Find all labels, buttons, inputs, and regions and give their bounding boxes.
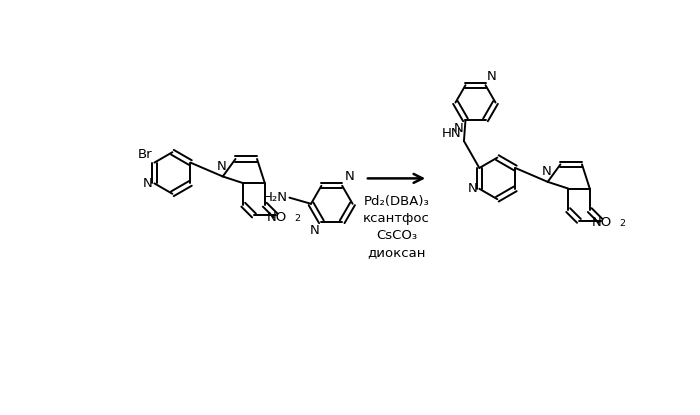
Text: N: N — [217, 160, 227, 173]
Text: диоксан: диоксан — [368, 246, 426, 259]
Text: N: N — [454, 122, 464, 135]
Text: H₂N: H₂N — [263, 191, 288, 204]
Text: NO: NO — [266, 211, 286, 224]
Text: Pd₂(DBA)₃: Pd₂(DBA)₃ — [363, 195, 429, 208]
Text: N: N — [142, 177, 152, 190]
Text: N: N — [468, 182, 477, 195]
Text: 2: 2 — [294, 214, 300, 223]
Text: 2: 2 — [619, 220, 625, 228]
Text: HN: HN — [442, 127, 461, 139]
Text: N: N — [309, 224, 319, 237]
Text: N: N — [542, 165, 552, 178]
Text: N: N — [487, 70, 497, 83]
Text: ксантфос: ксантфос — [363, 212, 430, 225]
Text: NO: NO — [592, 216, 612, 229]
Text: CsCO₃: CsCO₃ — [376, 229, 417, 242]
Text: Br: Br — [137, 148, 152, 161]
Text: N: N — [344, 171, 354, 183]
